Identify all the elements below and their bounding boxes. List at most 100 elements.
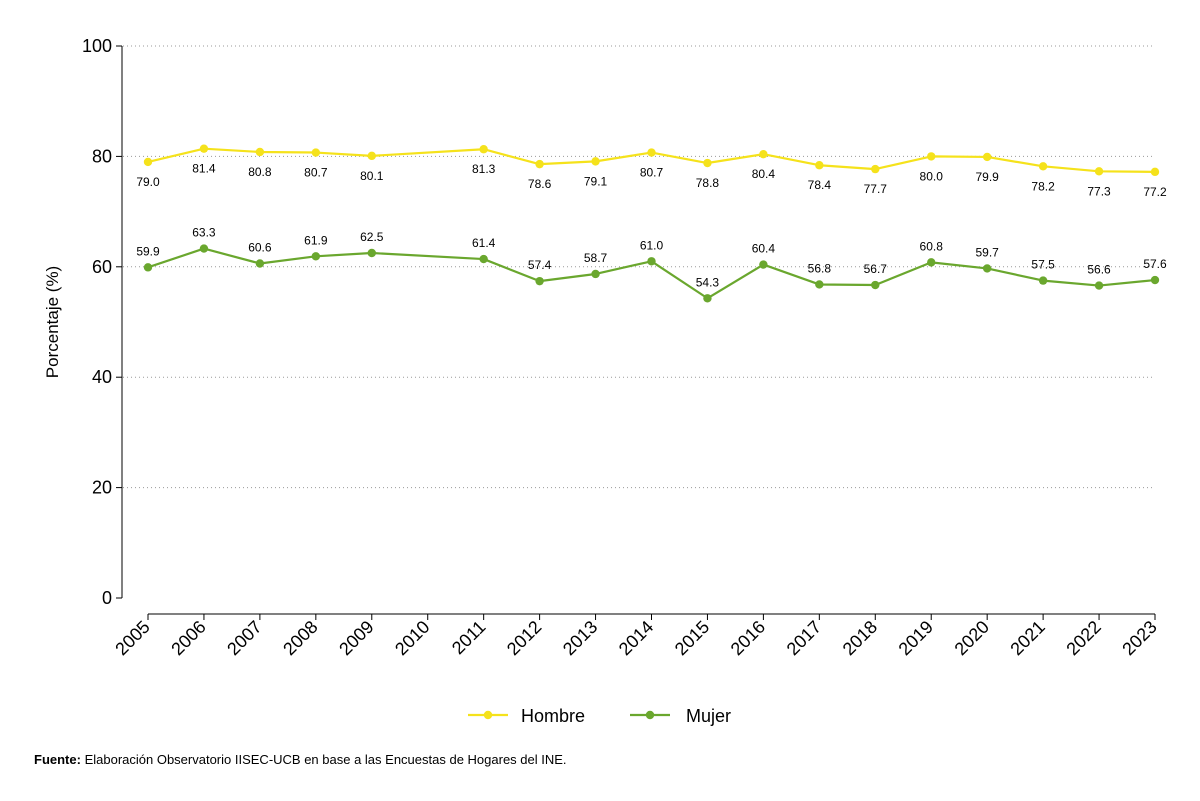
data-label-hombre-2012: 78.6 <box>528 177 552 191</box>
data-label-hombre-2011: 81.3 <box>472 162 496 176</box>
x-tick-label-2022: 2022 <box>1062 617 1104 659</box>
point-hombre-2006 <box>199 144 209 153</box>
point-mujer-2013 <box>591 269 600 279</box>
point-hombre-2015 <box>703 158 712 168</box>
data-label-hombre-2005: 79.0 <box>136 175 160 189</box>
x-tick-label-2020: 2020 <box>951 617 993 659</box>
point-mujer-2006 <box>199 244 209 253</box>
data-label-hombre-2009: 80.1 <box>360 169 384 183</box>
x-tick-label-2009: 2009 <box>335 617 377 659</box>
y-tick-label-0: 0 <box>102 588 112 608</box>
series-line-mujer <box>147 247 1156 300</box>
point-hombre-2005 <box>143 157 153 167</box>
data-label-mujer-2023: 57.6 <box>1143 257 1167 271</box>
data-label-hombre-2020: 79.9 <box>975 170 999 184</box>
legend-item-hombre: Hombre <box>468 706 585 726</box>
point-mujer-2012 <box>535 276 544 286</box>
point-hombre-2022 <box>1094 167 1104 176</box>
y-tick-label-80: 80 <box>92 146 112 166</box>
point-mujer-2008 <box>311 252 321 261</box>
legend-marker-mujer <box>645 710 655 720</box>
point-mujer-2015 <box>703 294 712 303</box>
point-hombre-2018 <box>871 164 880 174</box>
legend: Hombre Mujer <box>468 706 731 726</box>
y-tick-label-20: 20 <box>92 478 112 498</box>
data-label-hombre-2008: 80.7 <box>304 166 328 180</box>
x-tick-label-2023: 2023 <box>1118 617 1160 659</box>
point-mujer-2016 <box>759 260 768 269</box>
point-mujer-2005 <box>143 263 153 272</box>
data-label-mujer-2013: 58.7 <box>584 251 608 265</box>
x-tick-label-2017: 2017 <box>783 617 825 659</box>
point-mujer-2007 <box>255 259 265 268</box>
x-tick-label-2008: 2008 <box>279 617 321 659</box>
series-layer: 79.0 81.4 80.8 80.7 80.1 81.3 78.6 79.1 80.7 78.8… <box>136 144 1167 303</box>
axes: 0 20 40 60 80 100 2005 2006 2007 2008 2009 2010 2011… <box>82 36 1161 659</box>
data-label-mujer-2006: 63.3 <box>192 226 216 240</box>
source-note: Fuente: Elaboración Observatorio IISEC-U… <box>34 752 567 767</box>
x-tick-label-2011: 2011 <box>448 617 490 659</box>
point-hombre-2016 <box>759 149 768 159</box>
data-label-mujer-2016: 60.4 <box>752 242 776 256</box>
data-label-hombre-2015: 78.8 <box>696 176 720 190</box>
data-label-hombre-2021: 78.2 <box>1031 179 1055 193</box>
point-mujer-2021 <box>1038 276 1048 285</box>
point-hombre-2008 <box>311 148 321 157</box>
data-label-mujer-2020: 59.7 <box>975 245 999 259</box>
point-hombre-2011 <box>479 145 488 154</box>
point-hombre-2021 <box>1038 162 1048 171</box>
point-mujer-2017 <box>815 280 824 289</box>
point-mujer-2022 <box>1094 281 1104 290</box>
point-mujer-2009 <box>367 248 376 258</box>
data-label-mujer-2022: 56.6 <box>1087 263 1111 277</box>
x-tick-label-2015: 2015 <box>671 617 713 659</box>
data-label-mujer-2005: 59.9 <box>136 244 160 258</box>
series-mujer: 59.9 63.3 60.6 61.9 62.5 61.4 57.4 58.7 61.0 54.3… <box>136 226 1167 303</box>
y-axis-title: Porcentaje (%) <box>43 266 62 378</box>
point-hombre-2019 <box>927 152 936 161</box>
data-label-hombre-2023: 77.2 <box>1143 185 1167 199</box>
point-hombre-2017 <box>815 161 824 170</box>
data-label-hombre-2013: 79.1 <box>584 174 608 188</box>
point-hombre-2014 <box>647 148 656 157</box>
x-tick-label-2006: 2006 <box>167 617 209 659</box>
point-mujer-2020 <box>982 264 992 273</box>
point-mujer-2018 <box>871 280 880 290</box>
legend-marker-hombre <box>483 710 493 720</box>
data-label-mujer-2007: 60.6 <box>248 240 272 254</box>
data-label-hombre-2007: 80.8 <box>248 165 272 179</box>
x-tick-label-2010: 2010 <box>391 617 433 659</box>
data-label-hombre-2006: 81.4 <box>192 162 216 176</box>
source-label: Fuente: <box>34 752 81 767</box>
point-mujer-2011 <box>479 254 488 264</box>
data-label-hombre-2022: 77.3 <box>1087 184 1111 198</box>
x-tick-label-2005: 2005 <box>111 617 153 659</box>
y-tick-label-60: 60 <box>92 257 112 277</box>
point-hombre-2009 <box>367 151 376 161</box>
point-mujer-2019 <box>927 258 936 267</box>
data-label-mujer-2015: 54.3 <box>696 275 720 289</box>
y-tick-label-40: 40 <box>92 367 112 387</box>
data-label-hombre-2019: 80.0 <box>920 169 944 183</box>
point-hombre-2013 <box>591 157 600 166</box>
point-hombre-2012 <box>535 159 544 169</box>
point-hombre-2023 <box>1150 167 1160 177</box>
x-tick-label-2007: 2007 <box>223 617 265 659</box>
data-label-mujer-2017: 56.8 <box>808 261 832 275</box>
data-label-mujer-2008: 61.9 <box>304 233 328 247</box>
data-label-mujer-2021: 57.5 <box>1031 258 1055 272</box>
data-label-hombre-2016: 80.4 <box>752 167 776 181</box>
x-tick-label-2019: 2019 <box>895 617 937 659</box>
legend-label-hombre: Hombre <box>521 706 585 726</box>
data-label-mujer-2018: 56.7 <box>864 262 888 276</box>
series-hombre: 79.0 81.4 80.8 80.7 80.1 81.3 78.6 79.1 80.7 78.8… <box>136 144 1167 199</box>
legend-label-mujer: Mujer <box>686 706 731 726</box>
legend-item-mujer: Mujer <box>630 706 731 726</box>
x-tick-label-2013: 2013 <box>559 617 601 659</box>
data-label-hombre-2018: 77.7 <box>864 182 888 196</box>
data-label-hombre-2017: 78.4 <box>808 178 832 192</box>
data-label-mujer-2014: 61.0 <box>640 238 664 252</box>
source-text: Elaboración Observatorio IISEC-UCB en ba… <box>80 752 567 767</box>
data-label-mujer-2011: 61.4 <box>472 236 496 250</box>
